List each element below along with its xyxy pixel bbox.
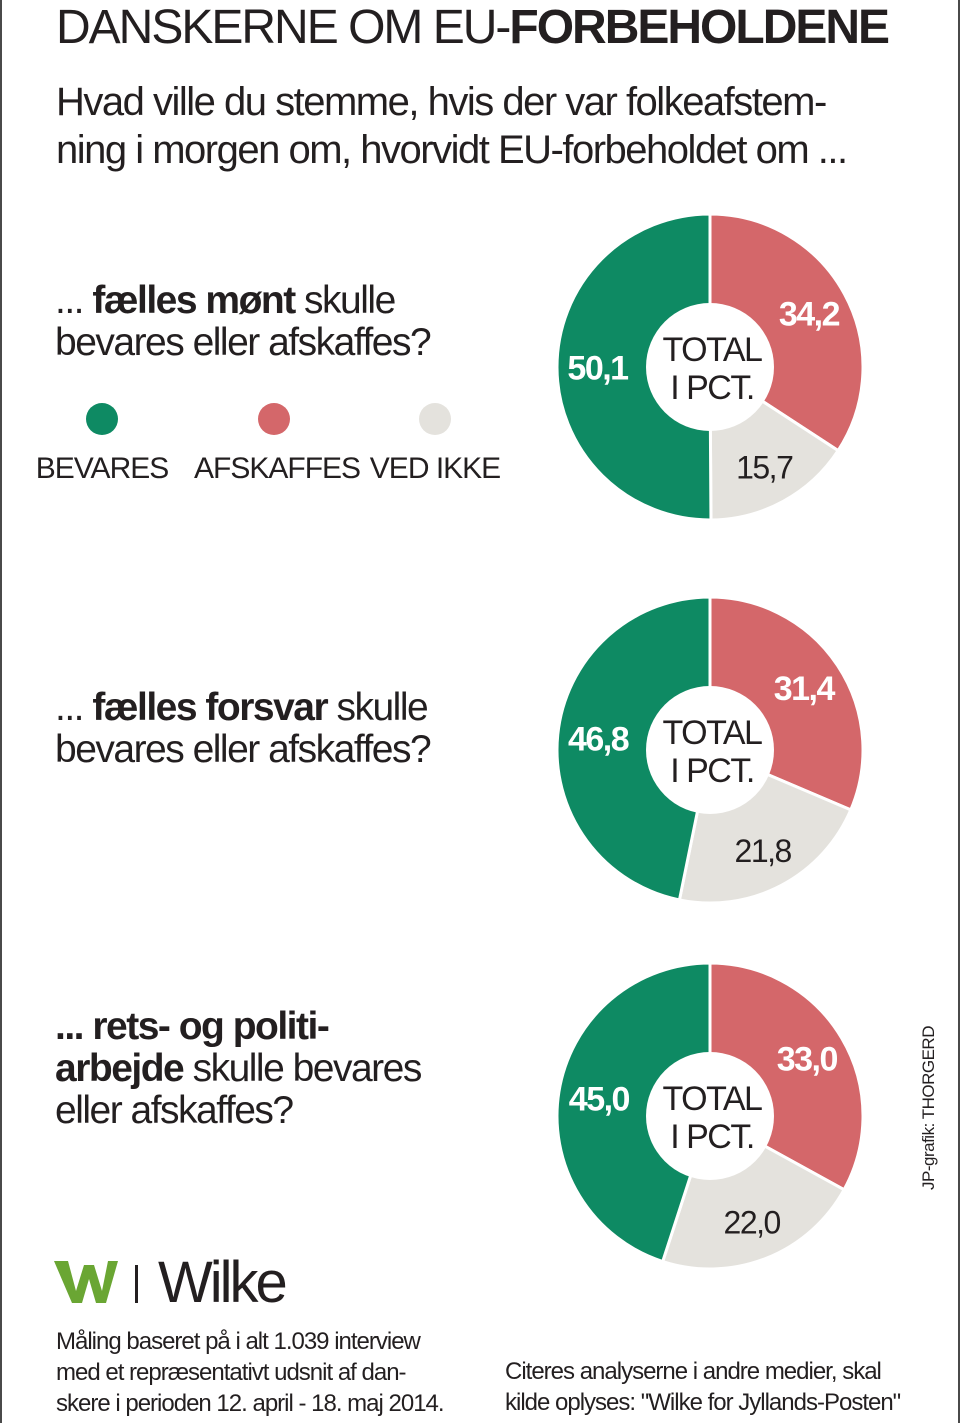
center-label-line-2: I PCT. xyxy=(670,752,754,790)
legend-item-ved-ikke: VED IKKE xyxy=(365,400,505,486)
legend-label: AFSKAFFES xyxy=(194,452,361,485)
subtitle-line: Hvad ville du stemme, hvis der var folke… xyxy=(56,80,827,124)
subtitle: Hvad ville du stemme, hvis der var folke… xyxy=(56,78,916,174)
legend-item-afskaffes: AFSKAFFES xyxy=(194,400,361,486)
question-topic: fælles forsvar xyxy=(92,686,328,729)
center-label-line-1: TOTAL xyxy=(663,331,763,369)
question-topic: fælles mønt xyxy=(92,279,296,322)
question-topic: arbejde xyxy=(55,1047,185,1090)
legend: BEVARES AFSKAFFES VED IKKE xyxy=(32,400,512,500)
data-label-ved-ikke: 15,7 xyxy=(736,449,793,485)
data-label-ved-ikke: 21,8 xyxy=(735,833,792,869)
source-note: Citeres analyserne i andre medier, skal … xyxy=(505,1358,901,1416)
pie-slice-bevares xyxy=(555,212,713,522)
legend-label: VED IKKE xyxy=(369,452,501,485)
legend-label: BEVARES xyxy=(35,452,170,485)
data-label-afskaffes: 33,0 xyxy=(777,1041,838,1079)
legend-item-bevares: BEVARES xyxy=(32,400,172,486)
question-faelles-moent: ... fælles mønt skulle bevares eller afs… xyxy=(55,279,432,364)
question-rets-og-politi: ... rets- og politi- arbejde skulle beva… xyxy=(55,1005,422,1132)
legend-dot xyxy=(86,403,118,435)
wilke-logo: Wilke xyxy=(52,1251,312,1315)
data-label-ved-ikke: 22,0 xyxy=(724,1204,781,1240)
legend-dot xyxy=(419,403,451,435)
center-label-line-1: TOTAL xyxy=(663,714,763,752)
center-label-line-2: I PCT. xyxy=(670,369,754,407)
data-label-bevares: 46,8 xyxy=(568,721,629,759)
question-faelles-forsvar: ... fælles forsvar skulle bevares eller … xyxy=(55,686,432,771)
wilke-w-logo-icon xyxy=(54,1261,138,1303)
data-label-bevares: 45,0 xyxy=(569,1080,630,1118)
data-label-afskaffes: 31,4 xyxy=(774,670,836,708)
center-label-line-1: TOTAL xyxy=(663,1080,763,1118)
title-light: DANSKERNE OM EU- xyxy=(56,1,511,54)
donut-hole xyxy=(646,1052,774,1180)
subtitle-line: ning i morgen om, hvorvidt EU-forbeholde… xyxy=(56,128,848,172)
page-title: DANSKERNE OM EU-FORBEHOLDENE xyxy=(56,1,890,54)
pie-slice-bevares xyxy=(555,595,712,902)
graphic-credit: JP-grafik: THORGERD xyxy=(919,1026,938,1190)
title-bold: FORBEHOLDENE xyxy=(509,1,890,54)
data-label-bevares: 50,1 xyxy=(567,349,628,387)
methodology-note: Måling baseret på i alt 1.039 interview … xyxy=(56,1328,445,1417)
brand-name: Wilke xyxy=(158,1250,288,1315)
center-label-line-2: I PCT. xyxy=(670,1118,754,1156)
pie-slice-bevares xyxy=(555,961,712,1264)
question-topic: ... rets- og politi- xyxy=(55,1005,330,1048)
data-label-afskaffes: 34,2 xyxy=(779,295,840,333)
donut-hole xyxy=(646,303,774,431)
donut-hole xyxy=(646,686,774,814)
legend-dot xyxy=(258,403,290,435)
